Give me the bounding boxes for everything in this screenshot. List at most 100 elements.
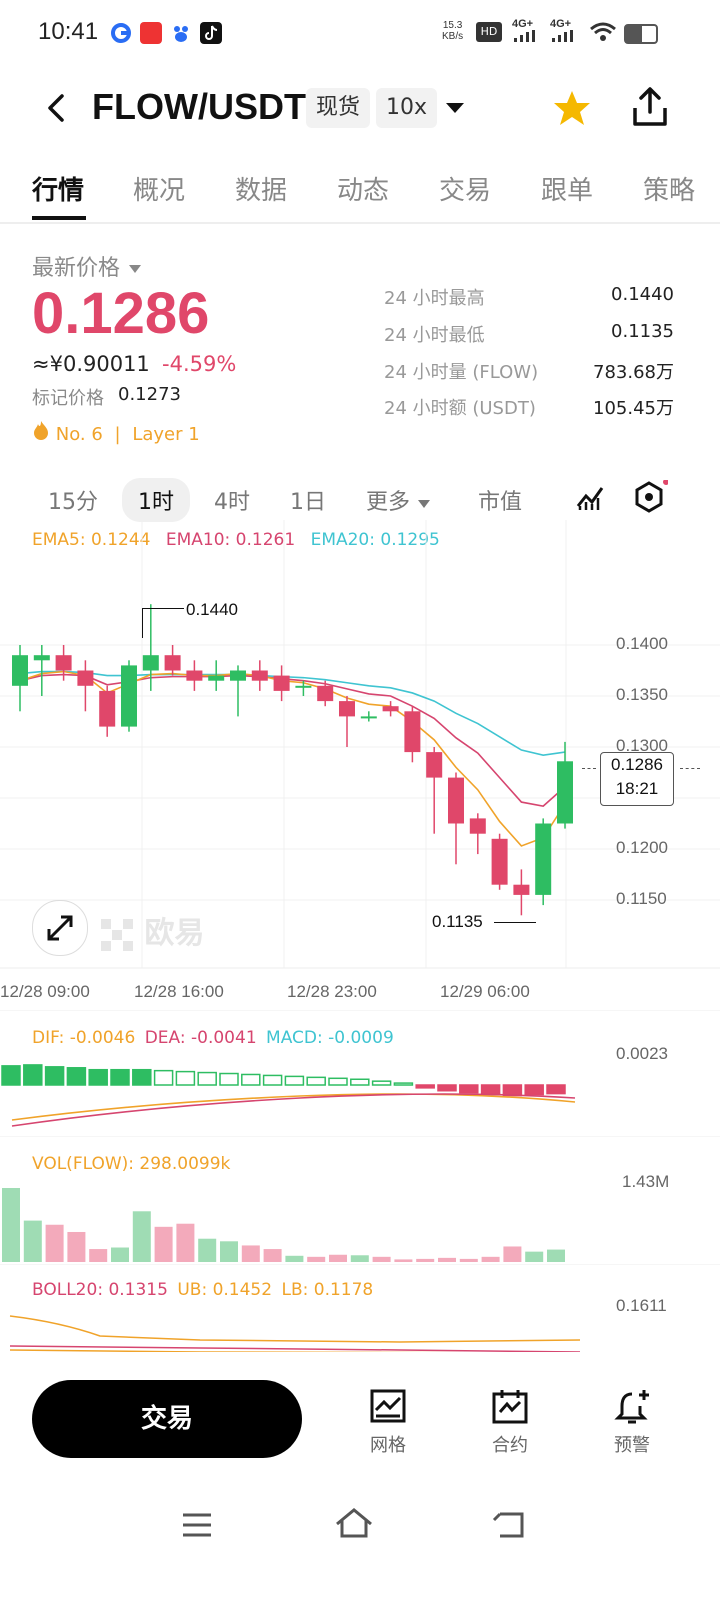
candle-body bbox=[317, 685, 334, 702]
caret-down-icon bbox=[418, 500, 431, 508]
stat-24h-high-value: 0.1440 bbox=[611, 284, 674, 305]
y-tick: 0.1150 bbox=[616, 889, 667, 908]
status-bar: 10:41 15.3 KB/s HD 4G+ 4G+ bbox=[0, 0, 720, 64]
x-tick: 12/28 16:00 bbox=[134, 982, 224, 1001]
ema20-line bbox=[19, 670, 566, 756]
okx-watermark: 欧易 bbox=[100, 908, 204, 952]
candle-body bbox=[12, 655, 28, 686]
volume-bar bbox=[263, 1249, 282, 1262]
fullscreen-button[interactable] bbox=[32, 900, 88, 956]
macd-bar bbox=[437, 1084, 457, 1092]
menu-system-button[interactable] bbox=[180, 1510, 214, 1544]
tab-overview[interactable]: 概况 bbox=[133, 176, 186, 206]
interval-1h[interactable]: 1时 bbox=[122, 478, 190, 522]
candle-body bbox=[273, 675, 290, 691]
macd-bar bbox=[23, 1064, 43, 1086]
favorite-star-icon[interactable] bbox=[552, 88, 592, 132]
macd-bar bbox=[306, 1076, 326, 1086]
baidu-app-icon bbox=[170, 22, 192, 44]
interval-15m[interactable]: 15分 bbox=[48, 490, 98, 515]
candle-body bbox=[404, 711, 421, 753]
volume-bar bbox=[67, 1231, 86, 1262]
volume-bar bbox=[23, 1220, 42, 1262]
candle-body bbox=[557, 761, 573, 824]
price-cny: ≈¥0.90011 bbox=[32, 352, 150, 376]
volume-bar bbox=[285, 1255, 304, 1262]
signal-1-icon: 4G+ bbox=[512, 18, 536, 42]
expand-icon bbox=[47, 915, 73, 941]
high-marker-label: 0.1440 bbox=[186, 600, 238, 619]
macd-bar bbox=[66, 1067, 87, 1086]
back-system-button[interactable] bbox=[492, 1508, 528, 1544]
tab-news[interactable]: 动态 bbox=[337, 176, 390, 206]
tab-trade[interactable]: 交易 bbox=[439, 176, 492, 206]
macd-bar bbox=[153, 1069, 174, 1086]
candle-body bbox=[426, 752, 443, 778]
share-icon[interactable] bbox=[630, 86, 670, 132]
boll-chart bbox=[0, 1264, 720, 1354]
macd-bar bbox=[284, 1075, 305, 1086]
tab-market[interactable]: 行情 bbox=[32, 176, 85, 206]
pair-dropdown-icon[interactable] bbox=[444, 100, 466, 119]
caret-down-icon bbox=[129, 265, 142, 273]
volume-bar bbox=[132, 1211, 151, 1262]
signal-1-label: 4G+ bbox=[512, 18, 534, 30]
dif-label: DIF: -0.0046 bbox=[32, 1028, 136, 1048]
stat-24h-vol-label: 24 小时量 (FLOW) bbox=[384, 362, 539, 383]
interval-1d[interactable]: 1日 bbox=[290, 490, 326, 515]
macd-bar bbox=[88, 1068, 108, 1086]
macd-bar bbox=[175, 1070, 196, 1086]
rank-tag[interactable]: No. 6 | Layer 1 bbox=[32, 420, 200, 445]
y-tick: 0.1200 bbox=[616, 838, 668, 857]
tab-copy[interactable]: 跟单 bbox=[541, 176, 594, 206]
boll-mid-line bbox=[9, 1345, 581, 1353]
home-system-button[interactable] bbox=[334, 1506, 374, 1544]
dea-line bbox=[11, 1093, 576, 1127]
boll-ub-label: UB: 0.1452 bbox=[177, 1280, 273, 1300]
ema10-line bbox=[19, 673, 566, 808]
x-tick: 12/29 06:00 bbox=[440, 982, 530, 1001]
contract-nav-label: 合约 bbox=[492, 1435, 528, 1456]
candle-body bbox=[360, 716, 377, 719]
video-app-icon bbox=[140, 22, 162, 44]
price-type-selector[interactable]: 最新价格 bbox=[32, 250, 143, 282]
macd-legend: DIF: -0.0046 DEA: -0.0041 MACD: -0.0009 bbox=[32, 1028, 394, 1048]
trade-button[interactable]: 交易 bbox=[32, 1380, 302, 1458]
volume-bar bbox=[481, 1256, 500, 1262]
pair-title[interactable]: FLOW/USDT bbox=[92, 86, 306, 127]
interval-more-label: 更多 bbox=[366, 490, 411, 515]
interval-4h[interactable]: 4时 bbox=[214, 490, 250, 515]
ema20-label: EMA20: 0.1295 bbox=[310, 530, 440, 550]
status-time: 10:41 bbox=[38, 18, 99, 45]
market-cap-tab[interactable]: 市值 bbox=[478, 490, 523, 515]
volume-bar bbox=[350, 1255, 369, 1262]
alert-nav-button[interactable]: 预警 bbox=[592, 1388, 672, 1457]
tab-strategy[interactable]: 策略 bbox=[643, 176, 696, 206]
contract-nav-button[interactable]: 合约 bbox=[470, 1388, 550, 1457]
x-tick: 12/28 23:00 bbox=[287, 982, 377, 1001]
x-tick: 12/28 09:00 bbox=[0, 982, 90, 1001]
macd-bar bbox=[44, 1066, 65, 1086]
ema10-label: EMA10: 0.1261 bbox=[165, 530, 296, 550]
indicator-icon[interactable] bbox=[576, 480, 606, 516]
volume-bar bbox=[2, 1188, 20, 1262]
active-tab-underline bbox=[32, 216, 86, 220]
tab-data[interactable]: 数据 bbox=[235, 176, 288, 206]
candle-body bbox=[339, 701, 355, 717]
grid-nav-button[interactable]: 网格 bbox=[348, 1388, 428, 1457]
boll-lb-label: LB: 0.1178 bbox=[281, 1280, 374, 1300]
back-button[interactable] bbox=[40, 88, 76, 128]
volume-bar bbox=[459, 1258, 478, 1262]
interval-more[interactable]: 更多 bbox=[366, 484, 431, 516]
net-speed: 15.3 KB/s bbox=[442, 20, 463, 42]
y-tick: 0.1300 bbox=[616, 736, 668, 755]
stat-24h-vol-value: 783.68万 bbox=[593, 362, 674, 383]
volume-bar bbox=[241, 1245, 260, 1262]
candle-body bbox=[448, 777, 464, 824]
volume-bar bbox=[220, 1241, 238, 1262]
grid-nav-label: 网格 bbox=[370, 1435, 406, 1456]
macd-bar bbox=[546, 1084, 566, 1095]
chart-settings-icon[interactable] bbox=[634, 479, 669, 518]
current-price-value: 0.1286 bbox=[611, 755, 663, 774]
candlestick-chart[interactable] bbox=[0, 520, 720, 1010]
